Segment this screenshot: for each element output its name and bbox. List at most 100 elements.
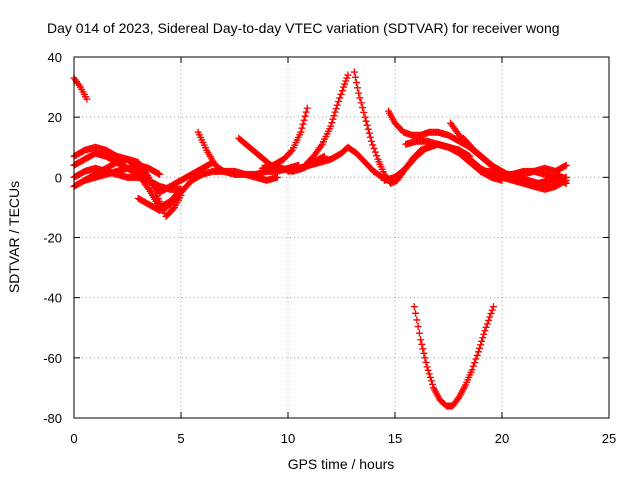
tick-labels: 0 5 10 15 20 25 40 20 0 -20 -40 -60 -80: [43, 50, 616, 446]
data-point: [340, 83, 348, 91]
data-point: [485, 316, 493, 324]
data-point: [363, 121, 371, 129]
y-tick-label: 40: [48, 50, 62, 65]
data-point: [336, 94, 344, 102]
x-tick-label: 20: [495, 431, 509, 446]
data-point: [364, 125, 372, 133]
data-point: [303, 104, 311, 112]
y-tick-label: -60: [43, 351, 62, 366]
series-t6: [81, 161, 164, 184]
data-point: [417, 336, 425, 344]
series-t8: [194, 128, 281, 184]
data-point: [477, 341, 485, 349]
data-point: [480, 330, 488, 338]
data-point: [414, 323, 422, 331]
data-point: [371, 148, 379, 156]
data-point: [420, 349, 428, 357]
data-point: [410, 303, 418, 311]
data-point: [341, 80, 349, 88]
data-point: [343, 74, 351, 82]
data-point: [352, 79, 360, 87]
data-point: [474, 348, 482, 356]
data-point: [479, 334, 487, 342]
data-point: [562, 179, 570, 187]
x-axis-label: GPS time / hours: [288, 456, 395, 472]
data-marks: [70, 68, 570, 410]
grid-lines: [74, 57, 609, 418]
data-point: [333, 101, 341, 109]
data-point: [327, 122, 335, 130]
plot-frame: [73, 56, 610, 419]
data-point: [561, 179, 569, 187]
series-t12: [301, 71, 352, 169]
data-point: [369, 141, 377, 149]
data-point: [169, 205, 177, 213]
series-t21: [498, 167, 570, 187]
series-t10: [258, 104, 311, 172]
data-point: [478, 337, 486, 345]
series-t15: [385, 107, 495, 169]
data-point: [356, 94, 364, 102]
data-point: [487, 310, 495, 318]
data-point: [366, 133, 374, 141]
x-tick-label: 25: [602, 431, 616, 446]
x-tick-label: 0: [70, 431, 77, 446]
data-point: [358, 104, 366, 112]
data-point: [297, 128, 305, 136]
y-tick-label: -20: [43, 231, 62, 246]
data-point: [332, 105, 340, 113]
data-point: [355, 89, 363, 97]
data-point: [422, 358, 430, 366]
data-point: [365, 129, 373, 137]
data-point: [419, 345, 427, 353]
data-point: [428, 380, 436, 388]
data-point: [360, 108, 368, 116]
y-tick-label: -40: [43, 291, 62, 306]
data-point: [300, 116, 308, 124]
data-point: [562, 161, 570, 169]
data-point: [421, 354, 429, 362]
data-point: [350, 68, 358, 76]
data-point: [424, 366, 432, 374]
data-point: [468, 366, 476, 374]
y-tick-label: 0: [55, 170, 62, 185]
data-point: [335, 98, 343, 106]
data-point: [413, 316, 421, 324]
data-point: [367, 137, 375, 145]
data-point: [144, 184, 152, 192]
data-point: [471, 359, 479, 367]
x-tick-label: 10: [281, 431, 295, 446]
data-point: [362, 117, 370, 125]
data-point: [337, 90, 345, 98]
data-point: [476, 344, 484, 352]
data-point: [423, 363, 431, 371]
data-point: [412, 309, 420, 317]
data-point: [454, 394, 462, 402]
data-point: [469, 362, 477, 370]
data-point: [344, 71, 352, 79]
data-point: [473, 351, 481, 359]
data-point: [351, 73, 359, 81]
data-point: [331, 108, 339, 116]
x-tick-label: 5: [177, 431, 184, 446]
data-point: [273, 173, 281, 181]
data-point: [361, 113, 369, 121]
data-point: [483, 320, 491, 328]
y-axis-label: SDTVAR / TECUs: [6, 181, 22, 293]
y-tick-label: 20: [48, 110, 62, 125]
data-point: [329, 115, 337, 123]
data-point: [425, 370, 433, 378]
data-point: [486, 313, 494, 321]
data-point: [561, 162, 569, 170]
data-point: [427, 377, 435, 385]
data-point: [287, 148, 295, 156]
data-point: [301, 112, 309, 120]
data-point: [299, 120, 307, 128]
data-point: [472, 355, 480, 363]
data-point: [342, 77, 350, 85]
data-point: [328, 119, 336, 127]
data-point: [357, 99, 365, 107]
x-tick-label: 15: [388, 431, 402, 446]
series-t22: [410, 303, 497, 410]
